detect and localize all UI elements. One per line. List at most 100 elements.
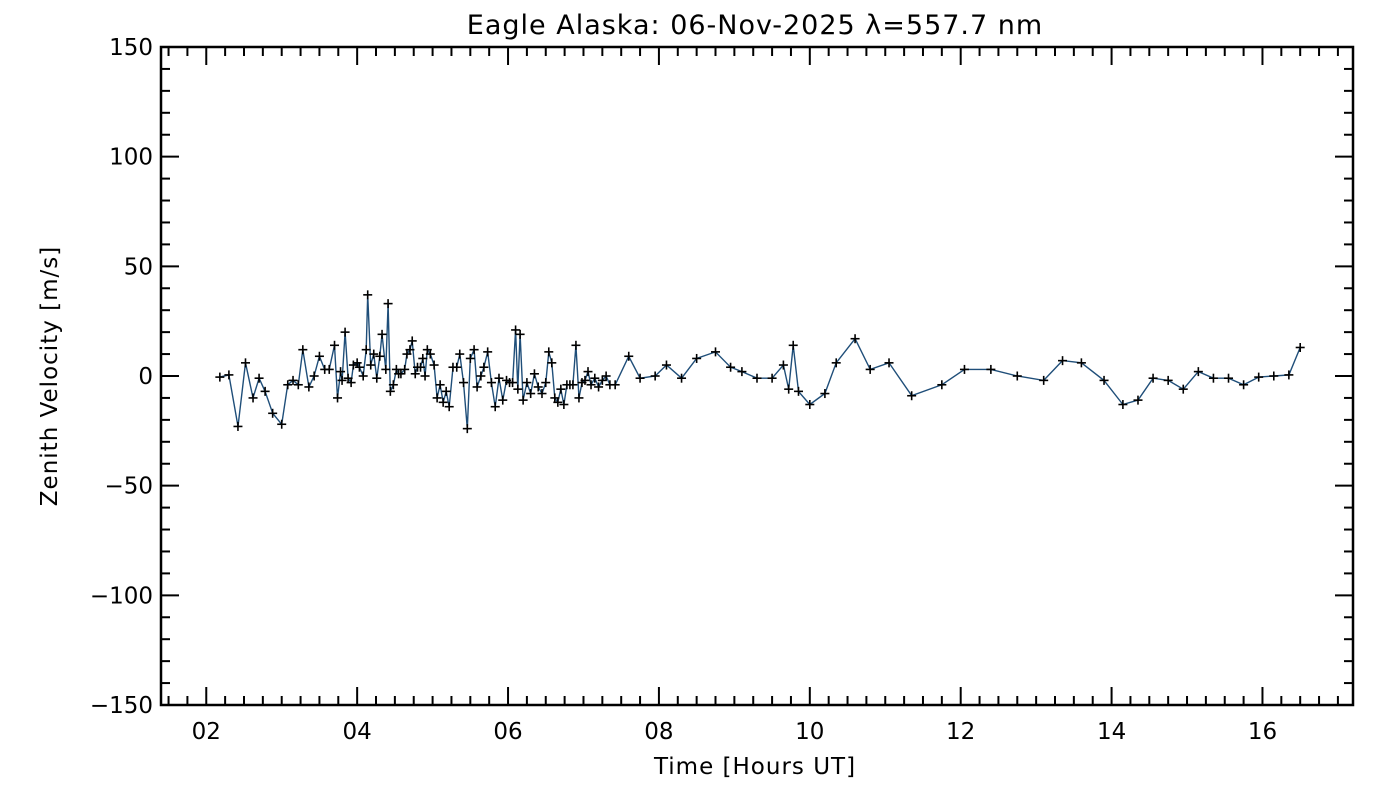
data-point-marker — [788, 340, 798, 350]
data-point-marker — [1269, 371, 1279, 381]
data-point-marker — [391, 364, 401, 374]
x-tick-label: 04 — [343, 719, 372, 745]
data-point-marker — [1133, 395, 1143, 405]
data-point-marker — [865, 364, 875, 374]
data-point-marker — [661, 360, 671, 370]
data-point-marker — [438, 397, 448, 407]
data-point-marker — [1058, 356, 1068, 366]
data-point-marker — [418, 353, 428, 363]
data-point-marker — [462, 424, 472, 434]
data-point-marker — [515, 329, 525, 339]
data-point-marker — [452, 362, 462, 372]
data-point-marker — [388, 380, 398, 390]
y-tick-label: −100 — [90, 583, 153, 609]
data-point-marker — [1118, 400, 1128, 410]
data-point-marker — [472, 382, 482, 392]
data-point-marker — [518, 395, 528, 405]
data-point-marker — [1224, 373, 1234, 383]
data-point-marker — [526, 389, 536, 399]
data-point-marker — [381, 364, 391, 374]
data-point-marker — [309, 371, 319, 381]
data-point-marker — [416, 362, 426, 372]
data-point-marker — [465, 353, 475, 363]
data-point-marker — [571, 340, 581, 350]
data-point-marker — [677, 373, 687, 383]
data-point-marker — [298, 345, 308, 355]
data-point-marker — [610, 380, 620, 390]
axis-tick-labels: 150 100 50 0 −50 −100 −150 02 04 06 08 10 12 14 16 — [90, 35, 1277, 745]
data-point-marker — [420, 371, 430, 381]
data-point-marker — [1076, 358, 1086, 368]
data-point-marker — [358, 371, 368, 381]
data-point-marker — [752, 373, 762, 383]
data-point-marker — [508, 378, 518, 388]
data-point-marker — [726, 362, 736, 372]
data-point-marker — [372, 373, 382, 383]
data-point-marker — [293, 380, 303, 390]
data-point-marker — [580, 375, 590, 385]
y-tick-label: 0 — [138, 364, 153, 390]
data-point-marker — [590, 373, 600, 383]
data-point-marker — [692, 353, 702, 363]
data-point-marker — [529, 369, 539, 379]
data-point-marker — [986, 364, 996, 374]
data-point-marker — [383, 299, 393, 309]
y-tick-label: −150 — [90, 693, 153, 719]
data-point-marker — [304, 382, 314, 392]
data-point-marker — [805, 400, 815, 410]
data-point-marker — [314, 351, 324, 361]
chart-title: Eagle Alaska: 06-Nov-2025 λ=557.7 nm — [467, 10, 1043, 41]
data-point-marker — [277, 419, 287, 429]
x-tick-label: 12 — [946, 719, 975, 745]
data-point-marker — [594, 382, 604, 392]
data-point-marker — [233, 421, 243, 431]
data-point-marker — [425, 349, 435, 359]
data-point-marker — [405, 345, 415, 355]
data-point-marker — [435, 380, 445, 390]
data-point-marker — [1178, 384, 1188, 394]
data-point-marker — [586, 380, 596, 390]
data-point-marker — [224, 370, 234, 380]
data-point-marker — [583, 367, 593, 377]
data-point-marker — [568, 380, 578, 390]
data-point-marker — [486, 378, 496, 388]
data-point-marker — [553, 397, 563, 407]
data-point-marker — [559, 400, 569, 410]
data-point-marker — [369, 349, 379, 359]
data-point-marker — [1163, 375, 1173, 385]
data-point-marker — [324, 364, 334, 374]
data-point-marker — [444, 402, 454, 412]
data-point-marker — [544, 347, 554, 357]
data-point-marker — [490, 402, 500, 412]
series-line — [219, 294, 1301, 429]
data-point-marker — [1193, 367, 1203, 377]
data-point-marker — [354, 362, 364, 372]
data-point-marker — [778, 360, 788, 370]
data-point-marker — [333, 393, 343, 403]
data-point-marker — [533, 382, 543, 392]
data-point-marker — [511, 325, 521, 335]
y-tick-label: −50 — [104, 474, 153, 500]
data-point-marker — [1099, 375, 1109, 385]
data-point-marker — [711, 347, 721, 357]
y-axis-label: Zenith Velocity [m/s] — [37, 246, 63, 506]
data-point-marker — [476, 371, 486, 381]
data-point-marker — [483, 347, 493, 357]
data-point-marker — [248, 393, 258, 403]
data-point-marker — [375, 351, 385, 361]
x-tick-label: 08 — [644, 719, 673, 745]
data-point-marker — [1295, 342, 1305, 352]
data-point-marker — [784, 384, 794, 394]
data-point-marker — [479, 362, 489, 372]
data-point-marker — [407, 336, 417, 346]
data-series — [215, 290, 1305, 434]
data-point-marker — [215, 372, 225, 382]
data-point-marker — [635, 373, 645, 383]
data-point-marker — [624, 351, 634, 361]
data-point-marker — [1148, 373, 1158, 383]
y-tick-label: 50 — [124, 254, 153, 280]
data-point-marker — [556, 384, 566, 394]
data-point-marker — [469, 345, 479, 355]
data-point-marker — [1284, 370, 1294, 380]
